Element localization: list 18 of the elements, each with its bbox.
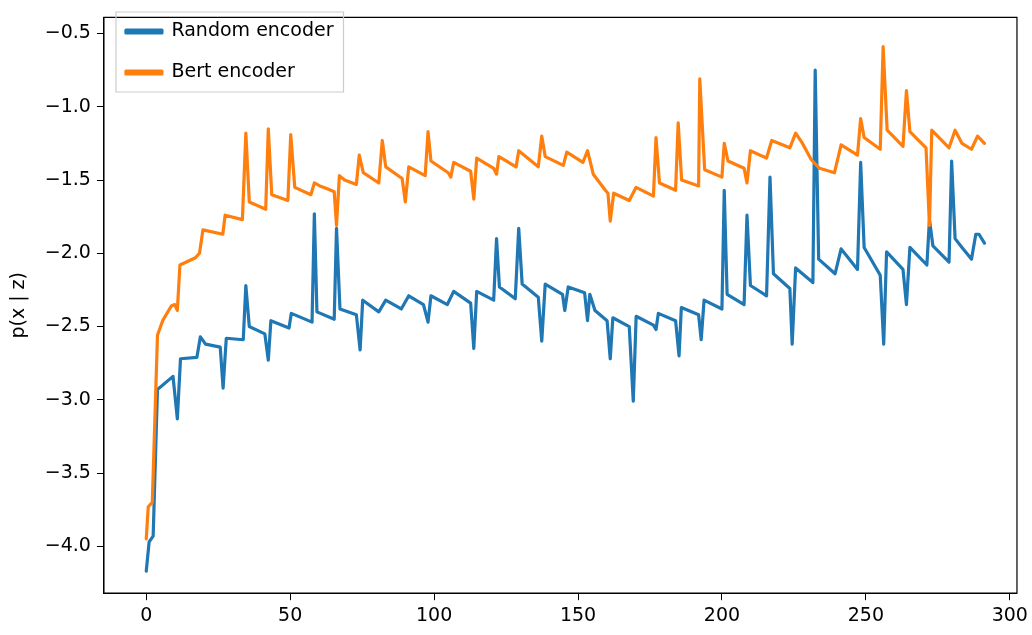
- y-tick-label: −3.0: [44, 386, 91, 409]
- y-tick-label: −4.0: [44, 533, 91, 556]
- x-tick-label: 300: [991, 602, 1028, 625]
- y-tick-label: −3.5: [44, 460, 91, 482]
- x-tick-label: 50: [278, 602, 303, 625]
- x-tick-label: 200: [703, 602, 741, 625]
- y-tick-label: −2.0: [44, 240, 91, 263]
- legend-label: Random encoder: [171, 18, 334, 41]
- x-tick-label: 100: [415, 602, 453, 625]
- legend-label: Bert encoder: [171, 59, 296, 82]
- x-tick-label: 150: [559, 602, 597, 625]
- y-tick-label: −2.5: [44, 313, 91, 336]
- x-tick-label: 250: [847, 602, 884, 625]
- y-axis-title: p(x | z): [6, 272, 30, 339]
- y-tick-label: −0.5: [44, 20, 91, 43]
- x-tick-label: 0: [140, 602, 153, 625]
- y-tick-label: −1.0: [44, 93, 91, 116]
- y-tick-label: −1.5: [44, 166, 91, 189]
